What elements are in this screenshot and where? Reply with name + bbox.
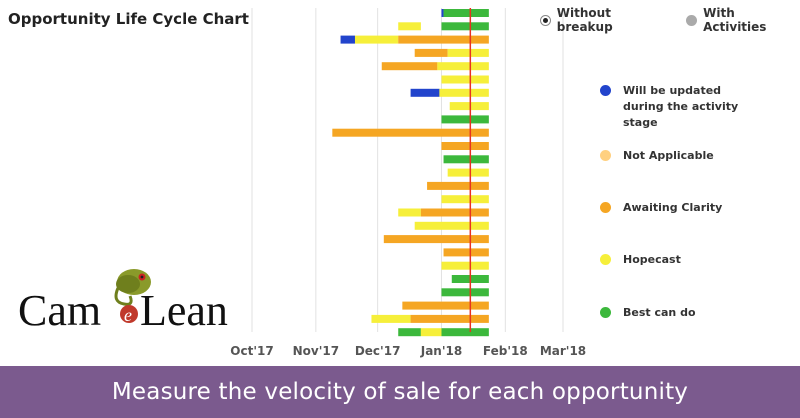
x-tick-label: Feb'18 bbox=[483, 344, 528, 358]
svg-text:Lean: Lean bbox=[140, 286, 228, 334]
svg-text:e: e bbox=[124, 305, 132, 325]
gantt-bar-segment bbox=[420, 208, 489, 217]
gantt-bar-segment bbox=[443, 155, 489, 164]
gantt-bar-segment bbox=[441, 9, 444, 17]
gantt-bar-segment bbox=[441, 142, 489, 150]
without-breakup-radio[interactable]: Without breakup bbox=[540, 6, 668, 34]
gantt-bar-segment bbox=[383, 235, 489, 244]
gantt-bar-segment bbox=[441, 328, 489, 337]
legend-dot-icon bbox=[600, 202, 611, 213]
legend-dot-icon bbox=[600, 150, 611, 161]
with-activities-label: With Activities bbox=[703, 6, 767, 34]
gantt-chart: Oct'17 Nov'17 Dec'17 Jan'18 Feb'18 Mar'18 bbox=[230, 8, 586, 358]
gantt-bar-segment bbox=[441, 22, 489, 31]
radio-selected-icon bbox=[540, 14, 551, 26]
legend-dot-icon bbox=[600, 307, 611, 318]
gantt-bar-segment bbox=[447, 168, 489, 177]
with-activities-radio[interactable]: With Activities bbox=[686, 6, 800, 34]
camelean-logo: Cam e Lean bbox=[16, 262, 246, 335]
legend-label: Will be updated during the activity stag… bbox=[623, 84, 739, 129]
gantt-bar-segment bbox=[441, 195, 489, 204]
gantt-bar-segment bbox=[398, 208, 421, 217]
legend-label: Not Applicable bbox=[623, 149, 714, 162]
gantt-bar-segment bbox=[449, 102, 489, 111]
gantt-bar-segment bbox=[437, 62, 489, 71]
banner: Measure the velocity of sale for each op… bbox=[0, 366, 800, 418]
gantt-bar-segment bbox=[441, 288, 489, 297]
gantt-bar-segment bbox=[410, 314, 489, 323]
legend-dot-icon bbox=[600, 85, 611, 96]
legend-item-awaiting-clarity[interactable]: Awaiting Clarity bbox=[600, 200, 722, 216]
gantt-bar-segment bbox=[410, 88, 440, 97]
legend-item-updated[interactable]: Will be updated during the activity stag… bbox=[600, 83, 763, 131]
gantt-bar-segment bbox=[402, 301, 489, 310]
legend-label: Best can do bbox=[623, 306, 696, 319]
gantt-bar-segment bbox=[371, 314, 411, 323]
gantt-bar-segment bbox=[354, 35, 399, 44]
gantt-bar-segment bbox=[443, 9, 489, 17]
legend-item-not-applicable[interactable]: Not Applicable bbox=[600, 148, 714, 164]
gantt-bar-segment bbox=[340, 35, 355, 44]
gantt-bar-segment bbox=[332, 128, 489, 137]
svg-text:Cam: Cam bbox=[18, 286, 101, 334]
chart-title: Opportunity Life Cycle Chart bbox=[8, 10, 249, 28]
gantt-bar-segment bbox=[439, 88, 489, 97]
legend-item-hopecast[interactable]: Hopecast bbox=[600, 252, 681, 268]
legend-dot-icon bbox=[600, 254, 611, 265]
chameleon-logo-icon: Cam e Lean bbox=[18, 269, 228, 335]
view-toggle: Without breakup With Activities bbox=[540, 6, 800, 34]
gantt-bar-segment bbox=[414, 48, 448, 57]
gantt-bar-segment bbox=[398, 35, 489, 44]
gantt-bar-segment bbox=[398, 328, 421, 337]
gantt-bar-segment bbox=[441, 75, 489, 84]
legend-label: Awaiting Clarity bbox=[623, 201, 723, 214]
gantt-bar-segment bbox=[398, 22, 421, 31]
gantt-bar-segment bbox=[443, 248, 489, 257]
x-tick-label: Oct'17 bbox=[230, 344, 273, 358]
gantt-bar-segment bbox=[447, 48, 489, 57]
x-tick-label: Jan'18 bbox=[420, 344, 462, 358]
gantt-bar-segment bbox=[381, 62, 438, 71]
gantt-bar-segment bbox=[420, 328, 442, 337]
gantt-bar-segment bbox=[427, 181, 489, 190]
x-tick-label: Mar'18 bbox=[540, 344, 586, 358]
x-tick-label: Nov'17 bbox=[293, 344, 339, 358]
legend-item-best-can-do[interactable]: Best can do bbox=[600, 305, 696, 321]
gantt-bar-segment bbox=[441, 115, 489, 124]
gantt-bar-segment bbox=[441, 261, 489, 270]
legend-label: Hopecast bbox=[623, 253, 681, 266]
without-breakup-label: Without breakup bbox=[556, 6, 613, 34]
banner-text: Measure the velocity of sale for each op… bbox=[111, 379, 689, 405]
gantt-bar-segment bbox=[414, 221, 489, 230]
x-tick-label: Dec'17 bbox=[355, 344, 401, 358]
radio-unselected-icon bbox=[686, 14, 698, 26]
